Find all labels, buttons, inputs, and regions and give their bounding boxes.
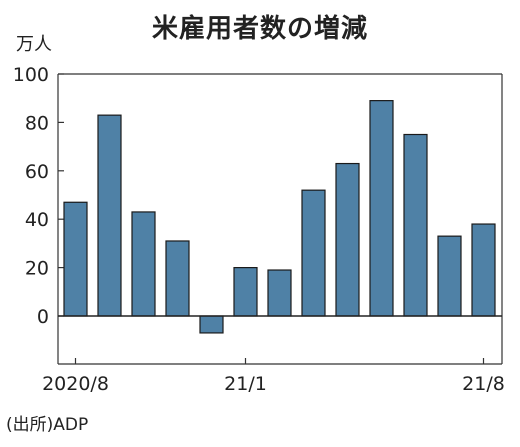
y-axis-unit-label: 万人	[16, 34, 52, 55]
bar-2021-05	[369, 100, 394, 317]
y-tick-label: 40	[25, 209, 49, 231]
y-tick-label: 100	[13, 64, 49, 86]
y-tick-label: 20	[25, 258, 49, 280]
bar-2020-10	[131, 211, 156, 317]
x-tick-label: 21/8	[462, 373, 505, 395]
bar-2020-11	[165, 240, 190, 317]
bar-2021-01	[233, 267, 258, 317]
bar-2020-12	[199, 315, 224, 334]
bar-2020-09	[97, 114, 122, 317]
bar-2021-08	[471, 223, 496, 317]
y-tick-label: 80	[25, 112, 49, 134]
y-tick-label: 0	[37, 306, 49, 328]
x-tick-label: 2020/8	[42, 373, 109, 395]
bar-2021-04	[335, 162, 360, 317]
y-tick-label: 60	[25, 161, 49, 183]
bar-2021-02	[267, 269, 292, 317]
bar-2021-03	[301, 189, 326, 317]
chart-title: 米雇用者数の増減	[151, 14, 368, 44]
bar-2021-07	[437, 235, 462, 317]
source-note: (出所)ADP	[6, 415, 89, 435]
x-tick-label: 21/1	[224, 373, 267, 395]
bar-2020-08	[63, 201, 88, 317]
bar-2021-06	[403, 133, 428, 317]
